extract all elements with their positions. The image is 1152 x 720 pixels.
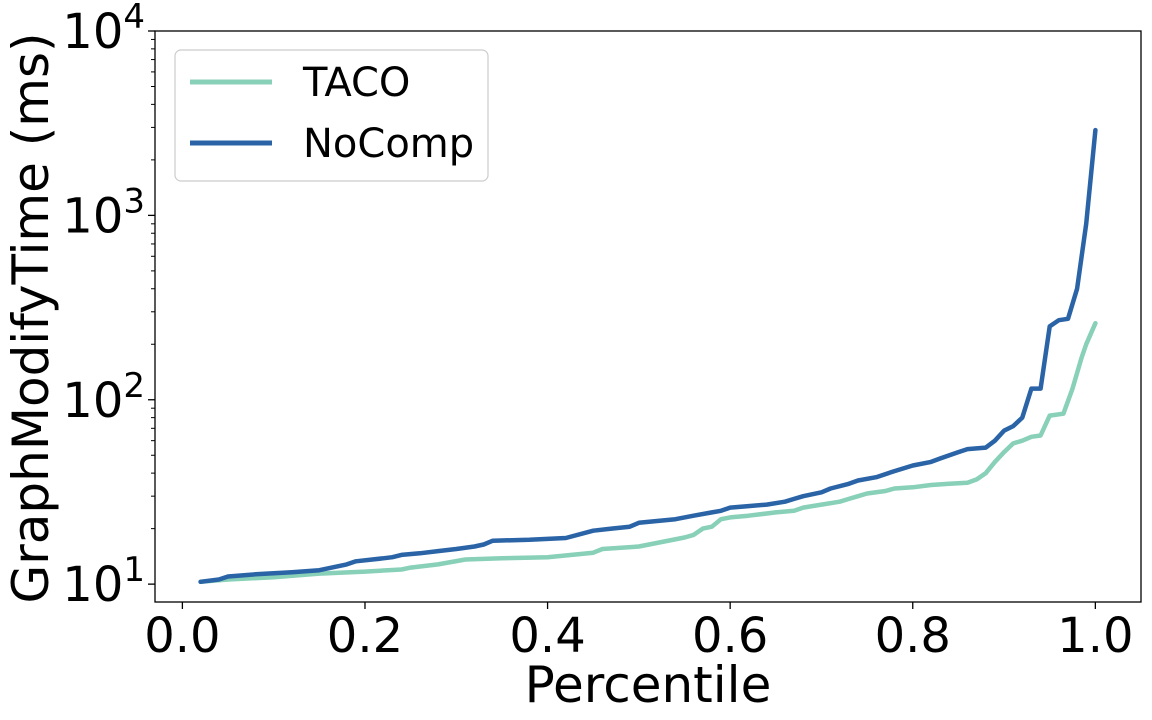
x-tick-label: 1.0 <box>1057 608 1133 664</box>
y-tick-base: 10 <box>62 4 123 60</box>
y-tick-exponent: 4 <box>123 0 145 37</box>
plot-frame <box>154 30 1142 603</box>
series-line-nocomp <box>198 127 1098 585</box>
x-tick-label: 0.4 <box>509 608 585 664</box>
y-tick-label: 104 <box>62 0 145 60</box>
x-tick-label: 0.0 <box>144 608 220 664</box>
x-axis-label: Percentile <box>525 656 772 714</box>
x-tick-label: 0.2 <box>327 608 403 664</box>
y-axis-label: GraphModifyTime (ms) <box>2 32 60 603</box>
x-axis-ticks: 0.0 0.2 0.4 0.6 0.8 1.0 <box>144 602 1134 664</box>
y-tick-exponent: 1 <box>123 550 145 590</box>
y-tick-exponent: 2 <box>123 366 145 406</box>
series-line-taco <box>198 320 1098 585</box>
series-layer <box>198 127 1098 585</box>
y-tick-label: 101 <box>62 550 145 613</box>
legend-label-taco: TACO <box>302 60 410 106</box>
y-tick-base: 10 <box>62 188 123 244</box>
y-tick-label: 103 <box>62 181 145 244</box>
y-tick-base: 10 <box>62 557 123 613</box>
y-tick-base: 10 <box>62 373 123 429</box>
y-tick-exponent: 3 <box>123 181 145 221</box>
x-tick-label: 0.6 <box>692 608 768 664</box>
x-tick-label: 0.8 <box>875 608 951 664</box>
y-tick-label: 102 <box>62 366 145 429</box>
legend-label-nocomp: NoComp <box>303 121 474 167</box>
legend: TACO NoComp <box>174 49 489 182</box>
